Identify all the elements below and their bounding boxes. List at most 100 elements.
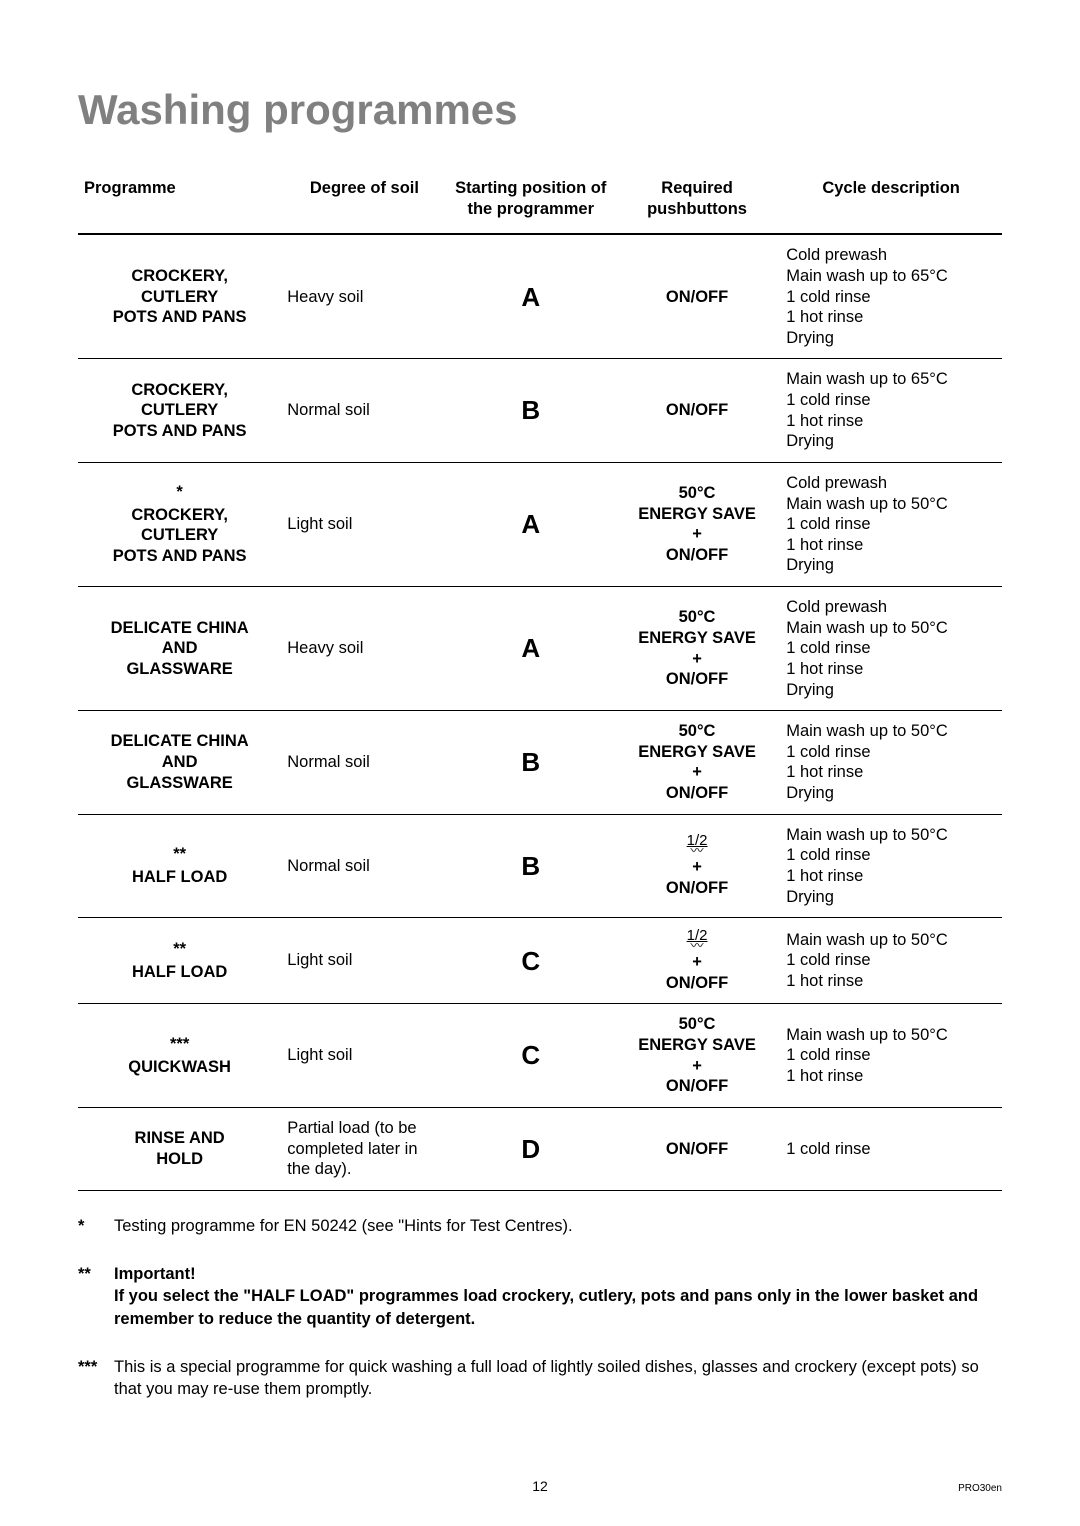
push-cell: 1/2〰+ON/OFF [614, 918, 780, 1004]
table-row: DELICATE CHINAANDGLASSWARENormal soilB50… [78, 711, 1002, 815]
soil-cell: Normal soil [281, 814, 447, 918]
start-cell: A [448, 587, 614, 711]
cycle-line: Drying [786, 555, 996, 576]
footnote: *Testing programme for EN 50242 (see "Hi… [78, 1215, 1002, 1237]
cycle-cell: Main wash up to 50°C1 cold rinse1 hot ri… [780, 918, 1002, 1004]
cycle-cell: Main wash up to 50°C1 cold rinse1 hot ri… [780, 1004, 1002, 1108]
footnote-body: This is a special programme for quick wa… [114, 1356, 1002, 1401]
cycle-line: 1 hot rinse [786, 411, 996, 432]
cycle-line: Drying [786, 680, 996, 701]
footnote-heading: Important! [114, 1263, 1002, 1285]
cycle-line: Main wash up to 50°C [786, 618, 996, 639]
start-cell: C [448, 1004, 614, 1108]
page-footer: 12 PRO30en [0, 1478, 1080, 1494]
half-load-icon: 1/2〰 [620, 928, 774, 952]
push-line: ENERGY SAVE [620, 1035, 774, 1056]
push-cell: 1/2〰+ON/OFF [614, 814, 780, 918]
programme-cell: **HALF LOAD [78, 918, 281, 1004]
push-line: 50°C [620, 483, 774, 504]
header-programme: Programme [78, 170, 281, 234]
push-cell: ON/OFF [614, 359, 780, 463]
footnote: ***This is a special programme for quick… [78, 1356, 1002, 1401]
push-line: ON/OFF [620, 783, 774, 804]
cycle-line: 1 cold rinse [786, 1045, 996, 1066]
push-cell: 50°CENERGY SAVE+ON/OFF [614, 711, 780, 815]
cycle-line: Drying [786, 328, 996, 349]
programme-line: CROCKERY, [84, 380, 275, 401]
push-line: 50°C [620, 607, 774, 628]
footnote: **Important!If you select the "HALF LOAD… [78, 1263, 1002, 1330]
push-cell: 50°CENERGY SAVE+ON/OFF [614, 1004, 780, 1108]
cycle-line: 1 hot rinse [786, 971, 996, 992]
programme-line: GLASSWARE [84, 773, 275, 794]
start-cell: B [448, 814, 614, 918]
push-line: ENERGY SAVE [620, 628, 774, 649]
push-line: ENERGY SAVE [620, 504, 774, 525]
push-cell: 50°CENERGY SAVE+ON/OFF [614, 587, 780, 711]
programme-line: GLASSWARE [84, 659, 275, 680]
cycle-cell: Cold prewashMain wash up to 50°C1 cold r… [780, 587, 1002, 711]
page-number: 12 [78, 1478, 1002, 1494]
push-line: ON/OFF [620, 400, 774, 421]
programme-line: CUTLERY [84, 525, 275, 546]
cycle-cell: Main wash up to 50°C1 cold rinse1 hot ri… [780, 814, 1002, 918]
table-body: CROCKERY,CUTLERYPOTS AND PANSHeavy soilA… [78, 234, 1002, 1190]
programme-line: HALF LOAD [84, 867, 275, 888]
footnote-text: Testing programme for EN 50242 (see "Hin… [114, 1217, 573, 1235]
soil-cell: Light soil [281, 918, 447, 1004]
push-line: + [620, 649, 774, 670]
footnote-body: Important!If you select the "HALF LOAD" … [114, 1263, 1002, 1330]
cycle-line: Main wash up to 50°C [786, 721, 996, 742]
programme-cell: *CROCKERY,CUTLERYPOTS AND PANS [78, 462, 281, 586]
cycle-line: 1 cold rinse [786, 390, 996, 411]
header-push: Required pushbuttons [614, 170, 780, 234]
header-soil: Degree of soil [281, 170, 447, 234]
programme-cell: CROCKERY,CUTLERYPOTS AND PANS [78, 234, 281, 359]
programme-line: CUTLERY [84, 287, 275, 308]
programme-cell: RINSE ANDHOLD [78, 1107, 281, 1190]
note-mark: * [84, 482, 275, 503]
start-cell: A [448, 462, 614, 586]
push-cell: 50°CENERGY SAVE+ON/OFF [614, 462, 780, 586]
start-cell: A [448, 234, 614, 359]
cycle-line: 1 cold rinse [786, 287, 996, 308]
programme-line: CROCKERY, [84, 266, 275, 287]
programme-cell: ***QUICKWASH [78, 1004, 281, 1108]
table-header: Programme Degree of soil Starting positi… [78, 170, 1002, 234]
start-cell: D [448, 1107, 614, 1190]
cycle-cell: Cold prewashMain wash up to 50°C1 cold r… [780, 462, 1002, 586]
programme-line: AND [84, 752, 275, 773]
push-line: 50°C [620, 1014, 774, 1035]
programme-line: CUTLERY [84, 400, 275, 421]
push-line: 50°C [620, 721, 774, 742]
programme-line: CROCKERY, [84, 505, 275, 526]
table-row: ***QUICKWASHLight soilC50°CENERGY SAVE+O… [78, 1004, 1002, 1108]
footnotes: *Testing programme for EN 50242 (see "Hi… [78, 1215, 1002, 1401]
soil-cell: Normal soil [281, 711, 447, 815]
push-line: ENERGY SAVE [620, 742, 774, 763]
table-row: **HALF LOADLight soilC1/2〰+ON/OFFMain wa… [78, 918, 1002, 1004]
soil-cell: Normal soil [281, 359, 447, 463]
footnote-text: If you select the "HALF LOAD" programmes… [114, 1287, 978, 1327]
cycle-line: Main wash up to 50°C [786, 930, 996, 951]
programme-line: DELICATE CHINA [84, 731, 275, 752]
push-line: + [620, 1056, 774, 1077]
start-cell: B [448, 359, 614, 463]
note-mark: *** [84, 1034, 275, 1055]
table-row: DELICATE CHINAANDGLASSWAREHeavy soilA50°… [78, 587, 1002, 711]
soil-cell: Light soil [281, 462, 447, 586]
header-cycle: Cycle description [780, 170, 1002, 234]
push-cell: ON/OFF [614, 1107, 780, 1190]
footnote-mark: * [78, 1215, 114, 1237]
cycle-line: Main wash up to 65°C [786, 369, 996, 390]
programme-line: RINSE AND [84, 1128, 275, 1149]
header-start: Starting position of the programmer [448, 170, 614, 234]
programme-line: HALF LOAD [84, 962, 275, 983]
footnote-body: Testing programme for EN 50242 (see "Hin… [114, 1215, 1002, 1237]
programme-line: AND [84, 638, 275, 659]
table-row: CROCKERY,CUTLERYPOTS AND PANSHeavy soilA… [78, 234, 1002, 359]
cycle-line: Main wash up to 50°C [786, 1025, 996, 1046]
programme-cell: **HALF LOAD [78, 814, 281, 918]
cycle-line: 1 cold rinse [786, 950, 996, 971]
note-mark: ** [84, 939, 275, 960]
